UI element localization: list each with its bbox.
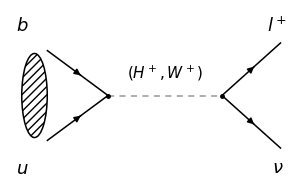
Text: $\nu$: $\nu$ (272, 159, 283, 177)
Text: $(H^+,W^+)$: $(H^+,W^+)$ (127, 64, 203, 83)
Text: $l^+$: $l^+$ (268, 16, 287, 36)
Ellipse shape (22, 53, 47, 138)
Text: u: u (17, 160, 28, 178)
Text: b: b (17, 17, 28, 35)
